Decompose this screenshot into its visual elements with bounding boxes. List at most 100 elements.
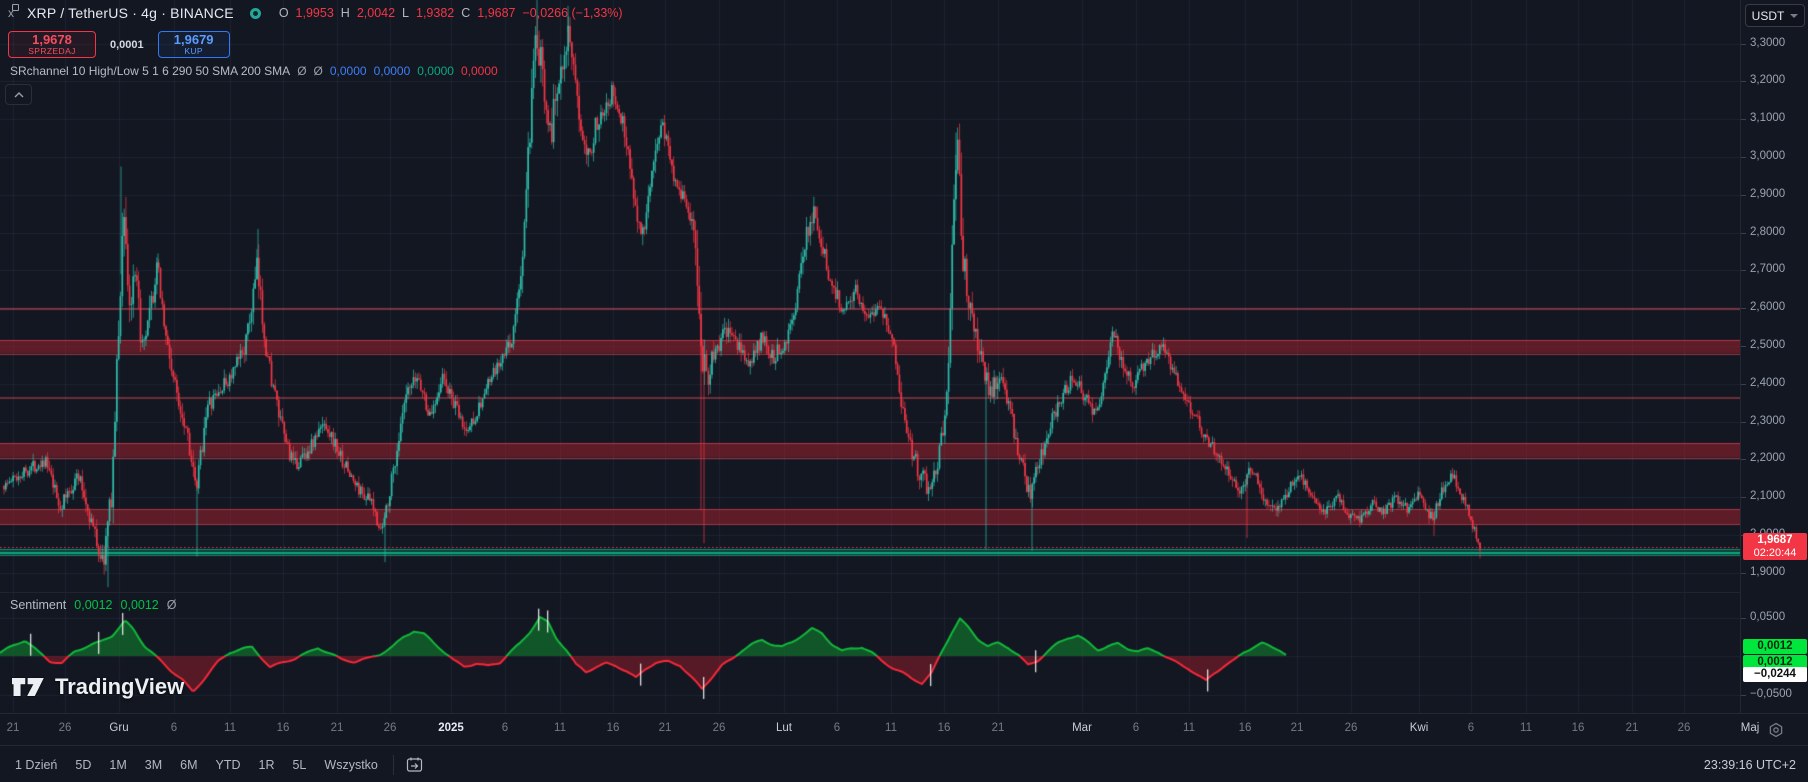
sell-button[interactable]: 1,9678 SPRZEDAJ (8, 31, 96, 58)
indicator-phi-2: Ø (313, 64, 323, 78)
time-axis-label: 26 (1344, 722, 1358, 734)
symbol-title[interactable]: XRP / TetherUS · 4g · BINANCE (27, 5, 234, 21)
sentiment-tick-label: 0,0500 (1740, 610, 1786, 623)
time-axis-label: 11 (1520, 722, 1532, 734)
range-button-6m[interactable]: 6M (180, 757, 198, 772)
buy-price: 1,9679 (173, 32, 214, 48)
spread-value: 0,0001 (110, 38, 144, 51)
time-axis-label: Mar (1072, 722, 1092, 734)
sentiment-level-label: −0,0244 (1743, 666, 1807, 682)
time-axis-label: 16 (1571, 722, 1585, 734)
sell-label: SPRZEDAJ (28, 45, 76, 56)
low-value: 1,9382 (416, 6, 455, 20)
indicator-value-4: 0,0000 (460, 64, 498, 78)
trade-buttons: 1,9678 SPRZEDAJ 0,0001 1,9679 KUP (8, 31, 230, 58)
sentiment-value-label: 0,0012 (1743, 655, 1807, 671)
time-axis-label: Lut (776, 722, 792, 734)
symbol-search-icon[interactable]: x (8, 4, 19, 20)
currency-unit-button[interactable]: USDT (1745, 4, 1805, 27)
sentiment-value-1: 0,0012 (74, 598, 113, 612)
time-axis-label: 11 (885, 722, 897, 734)
high-key: H (340, 6, 350, 20)
time-axis-label: 21 (1290, 722, 1304, 734)
time-axis-label: 2025 (438, 722, 464, 734)
range-button-1-dzień[interactable]: 1 Dzień (15, 757, 58, 772)
buy-label: KUP (184, 45, 203, 56)
collapse-legend-button[interactable] (5, 84, 32, 105)
time-axis-label: 11 (224, 722, 236, 734)
close-key: C (461, 6, 471, 20)
sell-price: 1,9678 (32, 32, 72, 48)
sentiment-value-2: 0,0012 (120, 598, 159, 612)
chevron-down-icon (1790, 13, 1799, 18)
time-axis-label: 21 (658, 722, 672, 734)
time-axis-label: 6 (1467, 722, 1475, 734)
price-tick-label: 2,2000 (1740, 452, 1786, 465)
buy-button[interactable]: 1,9679 KUP (157, 31, 230, 58)
clock-timezone[interactable]: 23:39:16 UTC+2 (1703, 757, 1796, 772)
indicator-value-2: 0,0000 (373, 64, 411, 78)
bar-countdown: 02:20:44 (1753, 546, 1797, 559)
market-status-icon[interactable] (249, 7, 261, 19)
last-price-value: 1,9687 (1757, 533, 1793, 546)
time-axis-label: 16 (1238, 722, 1252, 734)
toolbar-divider (392, 754, 394, 775)
price-tick-label: 2,3000 (1740, 414, 1786, 427)
sentiment-tick-label: −0,0500 (1741, 687, 1792, 700)
time-axis-label: 26 (383, 722, 397, 734)
sentiment-indicator-pane[interactable] (0, 593, 1740, 713)
go-to-date-button[interactable] (402, 753, 428, 777)
tradingview-watermark[interactable]: TradingView (10, 674, 184, 700)
price-tick-label: 2,5000 (1740, 339, 1786, 351)
price-chart-pane[interactable] (0, 0, 1740, 593)
open-value: 1,9953 (295, 6, 334, 20)
time-axis-label: 6 (501, 722, 509, 734)
range-button-1m[interactable]: 1M (109, 757, 127, 772)
sentiment-value-label: 0,0012 (1743, 639, 1807, 655)
close-value: 1,9687 (477, 6, 516, 20)
time-axis-label: 6 (170, 722, 178, 734)
chevron-up-icon (14, 91, 23, 97)
time-axis-settings-button[interactable] (1766, 720, 1786, 740)
indicator-value-3: 0,0000 (417, 64, 454, 78)
time-axis-label: 26 (1677, 722, 1691, 734)
indicator-value-1: 0,0000 (329, 64, 367, 78)
pane-divider[interactable] (0, 592, 1740, 593)
tradingview-logo-icon (11, 677, 46, 697)
time-axis-label: 21 (991, 722, 1005, 734)
date-range-switcher: 1 Dzień 5D 1M 3M 6M YTD 1R 5L Wszystko (0, 754, 385, 776)
time-axis[interactable]: 21 26 Gru 6 11 16 21 26 2025 6 11 16 21 26 Lut 6 11 16 21 M… (0, 713, 1808, 746)
symbol-header: x XRP / TetherUS · 4g · BINANCE O 1,9953 … (8, 4, 623, 21)
last-price-label: 1,9687 02:20:44 (1743, 532, 1807, 560)
range-button-3m[interactable]: 3M (144, 757, 163, 772)
price-tick-label: 1,9000 (1740, 565, 1786, 578)
time-axis-label: Gru (109, 722, 129, 734)
currency-unit-label: USDT (1751, 8, 1785, 23)
sentiment-legend[interactable]: Sentiment 0,0012 0,0012 Ø (10, 598, 176, 612)
time-axis-label: 21 (330, 722, 344, 734)
range-button-5d[interactable]: 5D (75, 757, 92, 772)
change-value: −0,0266 (−1,33%) (522, 6, 623, 20)
price-tick-label: 3,2000 (1740, 74, 1786, 87)
price-tick-label: 2,7000 (1740, 263, 1786, 276)
range-button-5l[interactable]: 5L (292, 757, 307, 772)
price-tick-label: 2,1000 (1740, 490, 1786, 503)
range-button-wszystko[interactable]: Wszystko (324, 757, 378, 772)
time-axis-label: 26 (712, 722, 726, 734)
sentiment-phi: Ø (166, 598, 177, 612)
price-tick-label: 2,9000 (1740, 187, 1786, 200)
range-button-ytd[interactable]: YTD (215, 757, 241, 772)
indicator-phi-1: Ø (297, 64, 307, 78)
time-axis-label: 16 (606, 722, 620, 734)
time-axis-label: 16 (276, 722, 290, 734)
range-button-1r[interactable]: 1R (258, 757, 275, 772)
time-axis-label: Kwi (1409, 722, 1429, 734)
tradingview-wordmark: TradingView (55, 674, 185, 699)
price-axis[interactable]: USDT 1,9687 02:20:44 3,3000 3,2000 3,1000 3… (1740, 0, 1808, 713)
price-tick-label: 3,1000 (1740, 112, 1786, 125)
sentiment-name: Sentiment (10, 598, 67, 612)
bottom-toolbar: 1 Dzień 5D 1M 3M 6M YTD 1R 5L Wszystko 23:39:16 … (0, 745, 1808, 782)
indicator-legend[interactable]: SRchannel 10 High/Low 5 1 6 290 50 SMA 2… (10, 64, 498, 78)
time-axis-label: 6 (1132, 722, 1140, 734)
